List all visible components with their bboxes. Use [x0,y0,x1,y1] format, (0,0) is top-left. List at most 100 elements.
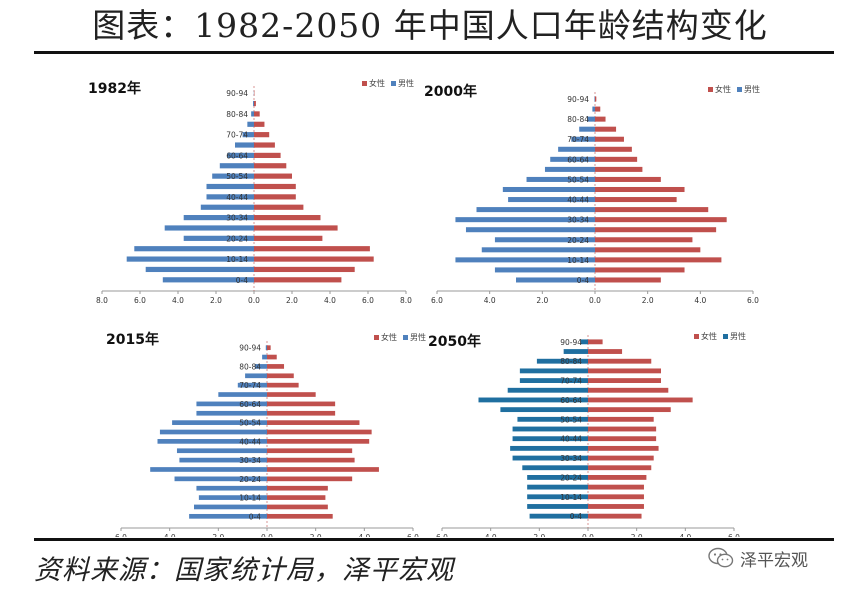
bar-male-75-79 [579,126,595,132]
bar-female-10-14 [254,256,374,262]
bar-male-60-64 [227,152,254,158]
y-tick-label: 80-84 [560,357,582,366]
bar-female-65-69 [588,387,669,393]
bar-female-75-79 [254,121,265,127]
pyramid-panel-2050: 2050年 女性 男性 0-4 10-14 20-24 30-34 40-44 50-54 6… [420,325,770,537]
bar-female-15-19 [267,485,328,491]
y-tick-label: 0-4 [570,512,582,521]
bar-female-70-74 [595,136,624,142]
x-tick-label: 4.0 [172,296,184,305]
chart-legend: 女性 男性 [368,332,426,343]
y-tick-label: 50-54 [226,172,248,181]
x-tick-label: 2.0 [533,533,545,537]
y-tick-label: 50-54 [560,415,582,424]
x-tick-label: 4.0 [485,533,497,537]
bar-male-40-44 [206,194,254,200]
y-tick-label: 10-14 [567,256,589,265]
bar-male-5-9 [194,504,267,510]
bar-female-85-89 [595,106,601,112]
pyramid-chart-2050: 0-4 10-14 20-24 30-34 40-44 50-54 60-64 70-74 80… [436,335,740,537]
x-tick-label: 6.0 [134,296,146,305]
y-tick-label: 40-44 [560,435,582,444]
x-tick-label: 2.0 [286,296,298,305]
bar-female-90-94 [267,345,271,351]
bar-male-50-54 [517,416,588,422]
bar-male-70-74 [571,136,595,142]
x-tick-label: 4.0 [164,533,176,537]
bar-male-5-9 [494,267,595,273]
bar-male-5-9 [527,504,588,509]
bar-female-55-59 [267,410,336,416]
bar-female-30-34 [588,455,654,461]
bar-female-35-39 [267,448,353,454]
legend-male-label: 男性 [744,85,760,94]
wechat-watermark: 泽平宏观 [708,544,808,572]
bar-male-35-39 [510,445,588,451]
legend-male-swatch [403,335,408,340]
bar-male-80-84 [254,364,267,369]
bar-male-40-44 [157,439,267,444]
bar-male-40-44 [512,436,588,442]
pyramid-panel-2015: 2015年 女性 男性 0-4 10-14 20-24 30-34 40-44 50-54 6… [100,325,440,537]
y-tick-label: 50-54 [567,175,589,184]
legend-female-swatch [374,335,379,340]
bar-female-40-44 [588,436,657,442]
bar-male-75-79 [519,368,588,374]
pyramid-chart-2000: 0-4 10-14 20-24 30-34 40-44 50-54 60-64 70-74 80… [431,92,759,305]
bar-male-25-29 [465,227,595,233]
bar-male-10-14 [198,495,267,500]
bar-male-15-19 [481,247,595,253]
bar-male-85-89 [253,100,254,107]
legend-female-swatch [362,81,367,86]
x-tick-label: 6.0 [728,533,740,537]
legend-male-label: 男性 [410,333,426,342]
x-tick-label: 2.0 [212,533,224,537]
bar-female-90-94 [595,96,597,102]
bar-female-55-59 [588,407,671,413]
y-tick-label: 30-34 [567,216,589,225]
bar-male-70-74 [237,382,267,388]
x-tick-label: 6.0 [115,533,127,537]
bar-male-50-54 [526,176,595,182]
bar-male-30-34 [183,215,254,221]
bar-female-85-89 [267,354,277,360]
bar-male-20-24 [527,475,588,480]
panel-year-label: 2050年 [428,334,481,350]
bar-male-0-4 [529,513,588,519]
bar-female-75-79 [267,373,294,379]
bar-female-10-14 [588,494,644,500]
bar-female-15-19 [595,247,701,253]
bar-male-10-14 [527,494,588,500]
bar-male-20-24 [183,235,254,241]
x-tick-label: 0.0 [582,533,594,537]
bar-male-0-4 [516,277,595,283]
legend-female-label: 女性 [715,85,731,94]
bar-male-55-59 [219,163,254,169]
panel-year-label: 2000年 [424,84,477,100]
y-tick-label: 90-94 [567,95,589,104]
bar-male-80-84 [536,358,588,364]
x-tick-label: 8.0 [400,296,412,305]
bar-female-20-24 [595,237,693,243]
bar-female-45-49 [267,429,372,435]
x-tick-label: 4.0 [679,533,691,537]
bar-male-20-24 [174,476,267,482]
x-tick-label: 4.0 [358,533,370,537]
x-tick-label: 2.0 [536,296,548,305]
bar-male-25-29 [522,465,588,471]
bar-female-65-69 [595,146,632,152]
bar-female-5-9 [267,504,328,510]
y-tick-label: 20-24 [226,234,248,243]
bar-male-55-59 [544,166,595,172]
bar-female-20-24 [254,235,323,241]
x-tick-label: 6.0 [431,296,443,305]
bar-male-10-14 [455,257,595,263]
bar-female-50-54 [267,420,360,425]
y-tick-label: 10-14 [226,255,248,264]
bar-female-65-69 [254,142,275,148]
bar-male-10-14 [126,256,254,262]
bar-male-60-64 [550,156,595,162]
source-note: 资料来源：国家统计局，泽平宏观 [34,555,454,586]
bar-male-25-29 [150,467,267,472]
x-tick-label: 0.0 [248,296,260,305]
